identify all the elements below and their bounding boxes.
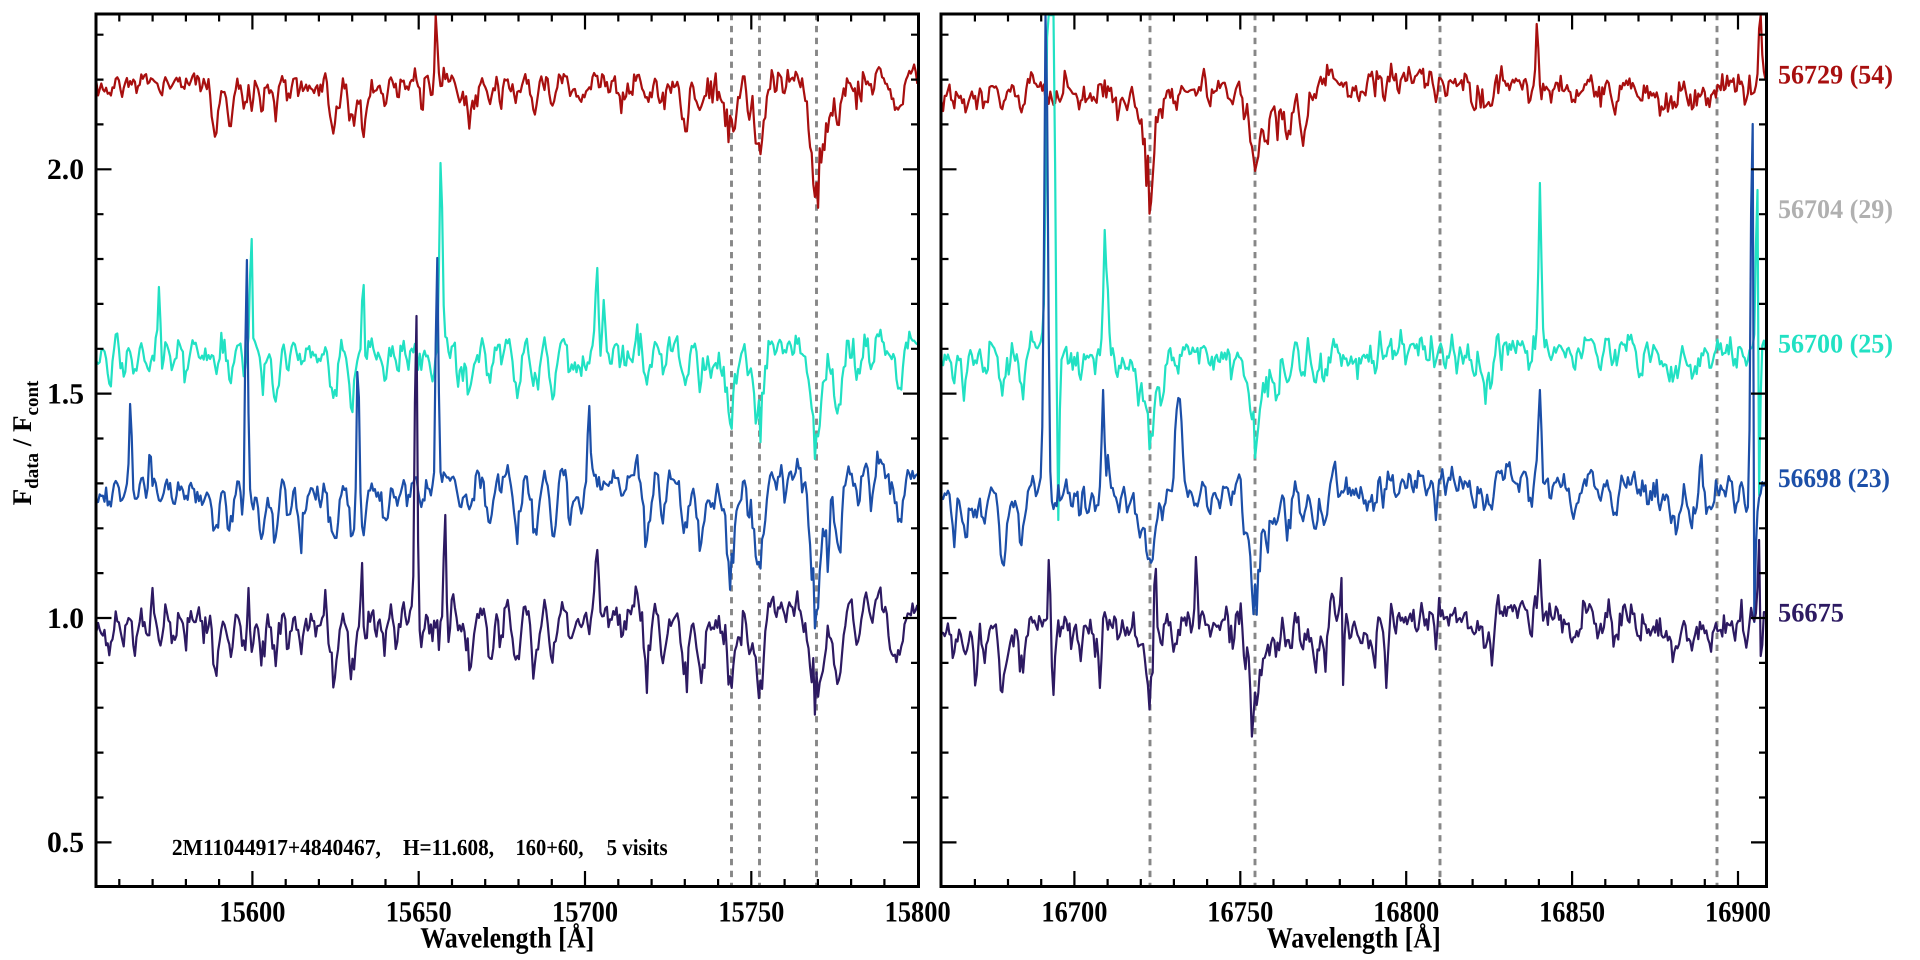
svg-text:1.0: 1.0 [47, 603, 84, 635]
svg-text:15800: 15800 [885, 896, 951, 928]
svg-text:56729 (54): 56729 (54) [1778, 59, 1893, 89]
svg-text:56700 (25): 56700 (25) [1778, 329, 1893, 359]
svg-text:Wavelength [Å]: Wavelength [Å] [420, 923, 594, 955]
svg-text:H=11.608,: H=11.608, [403, 835, 494, 860]
svg-text:1.5: 1.5 [47, 378, 84, 410]
svg-text:16750: 16750 [1207, 896, 1273, 928]
svg-text:15700: 15700 [552, 896, 618, 928]
svg-text:16850: 16850 [1539, 896, 1605, 928]
svg-text:2.0: 2.0 [47, 154, 84, 186]
svg-text:5 visits: 5 visits [607, 835, 668, 860]
svg-text:56704 (29): 56704 (29) [1778, 194, 1893, 224]
svg-text:2M11044917+4840467,: 2M11044917+4840467, [172, 835, 381, 860]
svg-text:15600: 15600 [219, 896, 285, 928]
svg-text:16900: 16900 [1705, 896, 1771, 928]
svg-text:16700: 16700 [1041, 896, 1107, 928]
svg-text:16800: 16800 [1373, 896, 1439, 928]
svg-text:56698 (23): 56698 (23) [1778, 463, 1890, 493]
svg-text:56675: 56675 [1778, 598, 1844, 628]
svg-text:Wavelength [Å]: Wavelength [Å] [1267, 923, 1441, 955]
svg-text:15650: 15650 [386, 896, 452, 928]
svg-text:160+60,: 160+60, [516, 835, 584, 860]
svg-text:0.5: 0.5 [47, 827, 84, 859]
svg-text:15750: 15750 [718, 896, 784, 928]
